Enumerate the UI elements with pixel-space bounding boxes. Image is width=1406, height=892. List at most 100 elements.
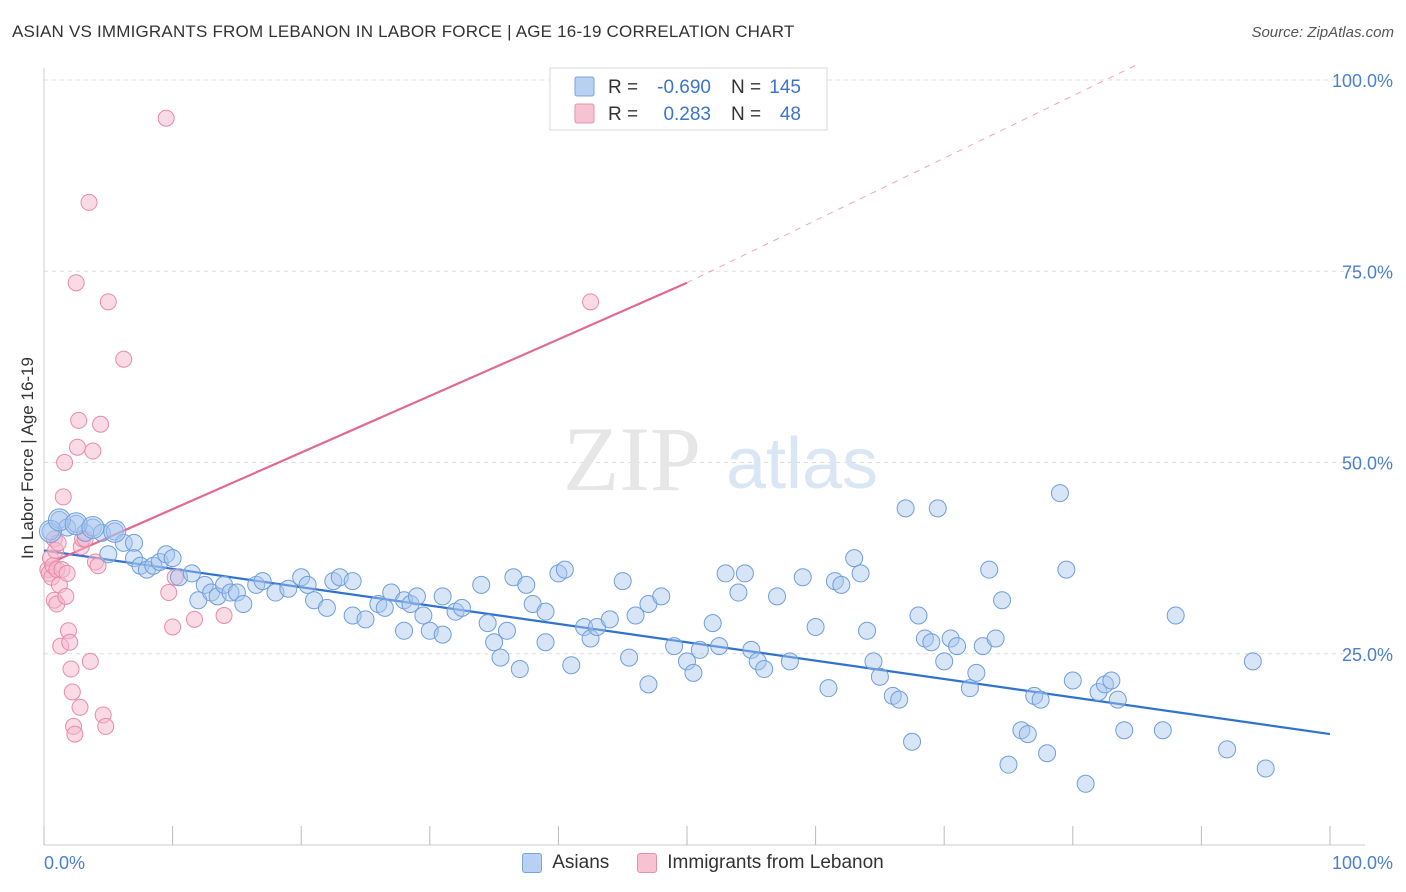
lebanon-point-45	[185, 610, 203, 628]
lebanon-point-41	[157, 109, 175, 127]
asian-point-86	[735, 564, 754, 583]
x-tick-label-1: 100.0%	[1332, 853, 1393, 873]
asians-n-label: N =	[731, 77, 761, 98]
lebanon-point-43	[164, 618, 182, 636]
asian-point-29	[253, 572, 272, 591]
asian-point-103	[890, 690, 909, 709]
asian-point-133	[1115, 721, 1134, 740]
stats-legend: R = -0.690 N = 145 R = 0.283 N = 48	[549, 67, 828, 131]
asian-point-73	[620, 648, 639, 667]
asian-point-54	[472, 575, 491, 594]
lebanon-point-24	[67, 274, 85, 292]
asian-point-93	[806, 617, 825, 636]
legend-item-lebanon: Immigrants from Lebanon	[637, 852, 884, 874]
asian-point-9	[125, 533, 144, 552]
y-tick-label-1: 50.0%	[1342, 454, 1393, 474]
asian-point-110	[935, 652, 954, 671]
asian-point-67	[562, 656, 581, 675]
lebanon-n-value: 48	[780, 104, 801, 125]
asian-point-76	[639, 675, 658, 694]
asian-point-53	[452, 598, 471, 617]
asian-point-92	[793, 568, 812, 587]
asian-point-100	[864, 652, 883, 671]
asian-point-89	[755, 660, 774, 679]
asian-point-134	[1153, 721, 1172, 740]
lebanon-n-label: N =	[731, 104, 761, 125]
legend-swatch-asians	[522, 853, 543, 873]
asian-point-27	[234, 595, 253, 614]
asian-point-129	[1089, 683, 1108, 701]
asian-point-101	[870, 667, 889, 686]
asian-point-78	[665, 637, 684, 656]
asian-point-79	[678, 652, 696, 671]
lebanon-point-38	[97, 717, 115, 735]
asian-point-69	[581, 629, 600, 648]
asian-point-21	[195, 575, 214, 594]
asians-r-value: -0.690	[657, 77, 711, 98]
asian-point-137	[1243, 652, 1262, 671]
asian-point-33	[298, 575, 317, 594]
lebanon-point-25	[68, 438, 86, 456]
asian-point-118	[993, 591, 1012, 610]
lebanon-point-35	[89, 557, 107, 575]
asian-point-119	[999, 755, 1018, 774]
lebanon-point-36	[92, 415, 110, 433]
chart-title: ASIAN VS IMMIGRANTS FROM LEBANON IN LABO…	[12, 22, 795, 41]
asian-big-point-0	[38, 519, 62, 543]
lebanon-point-27	[71, 698, 89, 716]
asians-r-label: R =	[608, 77, 638, 98]
legend-swatch-lebanon	[637, 853, 658, 873]
grid	[44, 79, 1365, 655]
asian-point-114	[967, 663, 986, 682]
asian-point-113	[960, 679, 979, 698]
asian-point-58	[497, 621, 516, 640]
asian-point-74	[626, 606, 645, 625]
asian-point-35	[317, 598, 336, 617]
asian-point-126	[1057, 560, 1076, 579]
stats-legend-box	[549, 67, 828, 131]
lebanon-point-33	[84, 442, 102, 460]
x-tick-label-0: 0.0%	[44, 853, 85, 873]
y-axis-label: In Labor Force | Age 16-19	[18, 357, 37, 559]
y-tick-label-2: 75.0%	[1342, 262, 1393, 282]
lebanon-point-17	[58, 564, 76, 582]
asian-point-111	[941, 629, 960, 648]
lebanon-point-46	[215, 607, 233, 624]
asian-point-17	[163, 549, 182, 568]
asian-point-128	[1076, 774, 1095, 793]
trend-lines	[43, 64, 1331, 736]
asians-trend-line	[43, 549, 1331, 736]
asian-point-55	[478, 614, 497, 633]
asian-point-38	[343, 572, 362, 591]
lebanon-r-value: 0.283	[663, 104, 711, 125]
asian-point-131	[1102, 671, 1121, 690]
asian-big-point-3	[81, 516, 105, 540]
lebanon-r-label: R =	[608, 104, 638, 125]
asian-point-106	[909, 606, 928, 625]
watermark: ZIP atlas	[563, 408, 878, 510]
asian-big-point-4	[103, 519, 127, 543]
asian-point-48	[414, 606, 433, 625]
asian-point-66	[555, 560, 574, 579]
asian-point-3	[67, 514, 86, 533]
asian-point-124	[1038, 744, 1057, 763]
asian-point-77	[652, 587, 671, 606]
asian-point-57	[491, 648, 510, 667]
watermark-atlas: atlas	[726, 424, 878, 504]
asian-point-81	[690, 640, 709, 659]
asian-point-138	[1256, 759, 1275, 778]
asian-point-87	[742, 640, 761, 659]
lebanon-point-26	[70, 411, 88, 429]
asian-point-125	[1050, 484, 1069, 503]
asian-point-117	[986, 629, 1005, 648]
asian-point-71	[600, 610, 619, 629]
y-tick-label-0: 25.0%	[1342, 645, 1393, 665]
legend-item-asians: Asians	[522, 852, 609, 874]
asian-point-64	[536, 633, 555, 652]
asian-point-82	[703, 614, 722, 633]
asian-point-132	[1108, 690, 1127, 709]
asian-point-99	[858, 621, 877, 640]
legend-label-lebanon: Immigrants from Lebanon	[667, 852, 884, 873]
lebanon-point-19	[61, 633, 79, 651]
asian-point-109	[928, 499, 947, 518]
